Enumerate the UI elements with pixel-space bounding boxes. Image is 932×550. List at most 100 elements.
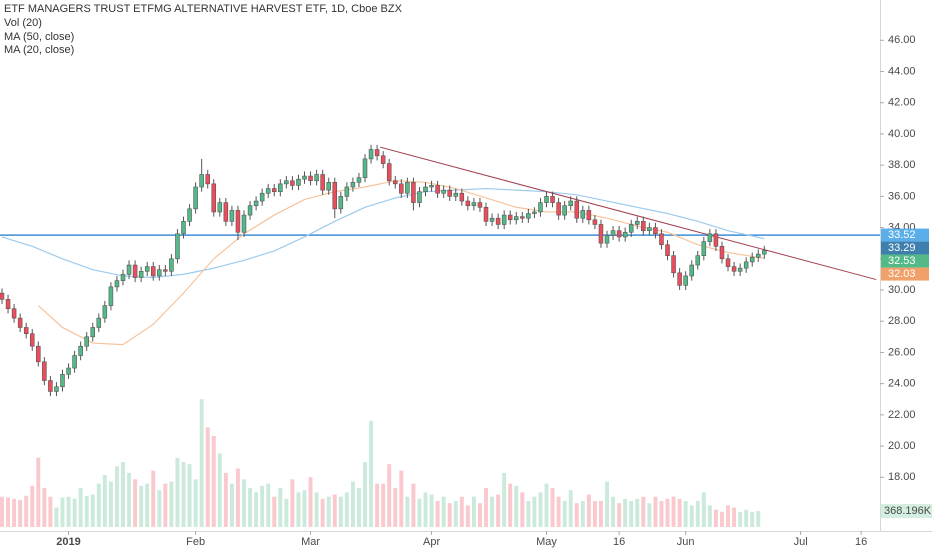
candle-body: [284, 180, 289, 185]
candle-body: [610, 230, 616, 236]
candle-body: [399, 183, 404, 194]
volume-bar: [417, 498, 422, 527]
volume-label-box: [881, 504, 932, 519]
candle-body: [108, 286, 114, 306]
volume-bar: [556, 496, 561, 527]
candle-body: [314, 174, 319, 182]
candle-body: [320, 174, 325, 191]
candle-body: [350, 182, 356, 188]
candle-body: [435, 185, 440, 194]
candle-body: [144, 266, 150, 272]
volume-bar: [465, 505, 470, 527]
candle-body: [169, 258, 174, 272]
candle-body: [54, 386, 59, 392]
candle-body: [374, 149, 380, 157]
candle-body: [459, 192, 465, 202]
volume-bar: [121, 462, 125, 527]
candle-body: [489, 217, 495, 222]
volume-bar: [592, 501, 597, 527]
candle-body: [465, 200, 471, 207]
candle-body: [296, 178, 301, 186]
volume-bar: [647, 503, 652, 527]
volume-label: 368.196K: [884, 505, 932, 517]
volume-bar: [659, 501, 664, 527]
volume-bar: [278, 488, 283, 527]
x-tick-label: 16: [855, 536, 867, 548]
candle-body: [23, 327, 29, 335]
candle-body: [60, 373, 65, 388]
candle-body: [175, 233, 180, 260]
candle-body: [628, 224, 634, 233]
candle-body: [574, 200, 580, 219]
candle-body: [205, 174, 210, 185]
volume-bar: [18, 500, 23, 527]
candle-body: [507, 214, 513, 221]
volume-bar: [532, 496, 537, 527]
volume-bar: [732, 507, 737, 527]
volume-bar: [242, 479, 246, 527]
volume-bar: [290, 479, 295, 527]
candle-body: [429, 185, 434, 188]
trendline: [380, 146, 877, 281]
volume-bar: [127, 472, 132, 527]
candle-body: [132, 264, 138, 278]
y-tick-label: 28.00: [888, 315, 916, 327]
volume-bar: [338, 496, 343, 527]
candle-body: [271, 188, 277, 192]
volume-bar: [96, 483, 101, 527]
candle-body: [29, 333, 35, 347]
candle-body: [259, 192, 265, 202]
candle-body: [187, 208, 192, 222]
volume-bar: [375, 483, 380, 527]
volume-bar: [381, 483, 386, 527]
volume-bar: [260, 485, 265, 527]
volume-bar: [514, 485, 519, 527]
volume-bar: [169, 481, 174, 527]
volume-bar: [677, 498, 682, 527]
volume-bar: [568, 490, 573, 527]
volume-bar: [429, 494, 434, 527]
volume-bar: [320, 498, 325, 527]
volume-bar: [356, 488, 361, 527]
volume-bar: [726, 505, 730, 527]
volume-bar: [707, 505, 712, 527]
legend-entry: MA (50, close): [4, 31, 74, 43]
candle-body: [725, 258, 731, 267]
candle-body: [604, 235, 610, 244]
volume-bar: [254, 492, 259, 527]
volume-bar: [496, 494, 501, 527]
candle-body: [653, 227, 658, 235]
candle-body: [72, 355, 77, 369]
candle-body: [392, 180, 398, 185]
candle-body: [598, 224, 604, 244]
candle-body: [749, 256, 755, 263]
candle-body: [193, 186, 198, 210]
volume-bar: [205, 427, 210, 527]
candle-body: [229, 210, 235, 222]
candle-body: [538, 202, 543, 213]
volume-bar: [326, 496, 331, 527]
candle-body: [96, 317, 102, 328]
volume-bar: [36, 457, 41, 527]
volume-bar: [617, 503, 622, 527]
volume-bar: [744, 509, 749, 527]
volume-bar: [550, 488, 555, 527]
volume-bar: [441, 496, 446, 527]
volume-bar: [423, 492, 428, 527]
candle-body: [683, 275, 688, 286]
volume-bar: [350, 481, 355, 527]
candle-body: [592, 219, 598, 225]
candle-body: [120, 274, 126, 281]
candle-body: [265, 188, 271, 194]
candle-body: [550, 196, 555, 203]
candle-body: [641, 221, 646, 231]
volume-bar: [611, 496, 616, 527]
x-tick-label: Apr: [423, 536, 440, 548]
y-tick-label: 42.00: [888, 97, 916, 109]
volume-bar: [157, 490, 162, 527]
volume-bar: [266, 483, 271, 527]
volume-bar: [538, 492, 543, 527]
volume-bar: [526, 501, 531, 527]
candle-body: [737, 267, 743, 272]
y-tick-label: 44.00: [888, 65, 916, 77]
